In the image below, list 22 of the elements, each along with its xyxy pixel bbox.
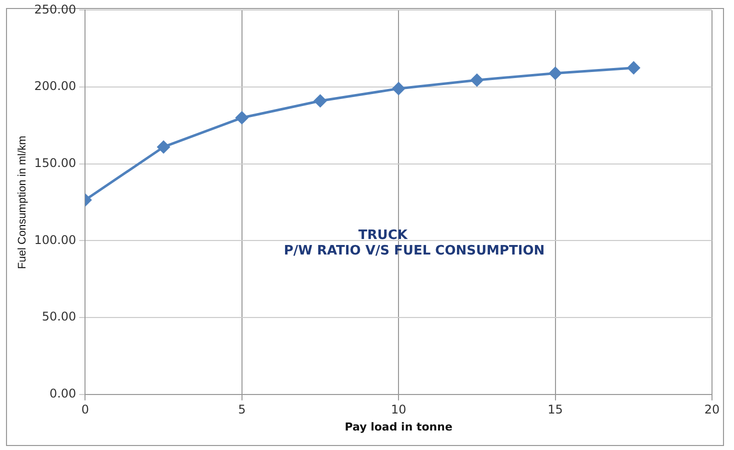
point [236,112,248,124]
point [627,62,640,74]
x-tick-label: 5 [238,402,246,417]
x-tick-label: 15 [548,402,563,417]
x-axis-title: Pay load in tonne [344,420,452,434]
x-tick-label: 0 [81,402,90,417]
y-tick-label: 200.00 [34,79,76,94]
point [549,66,562,80]
y-tick-label: 0.00 [49,386,76,401]
y-tick-label: 150.00 [34,156,76,170]
x-tick-label: 10 [390,402,406,417]
text: TRUCK [358,228,408,244]
point [314,94,326,108]
text: P/W RATIO V/S FUEL CONSUMPTION [284,244,545,259]
y-tick-label: 50.00 [42,310,76,324]
point [157,140,170,154]
point [470,74,484,86]
y-tick-label: 100.00 [34,232,76,247]
y-axis-title: Fuel Consumption in ml/km [16,136,29,269]
x-tick-label: 20 [704,402,720,417]
y-tick-label: 250.00 [34,2,76,16]
point [392,82,405,95]
